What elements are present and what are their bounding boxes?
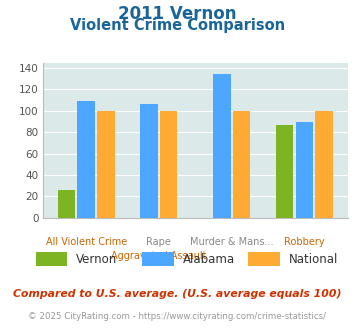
Bar	[160, 111, 178, 218]
Text: Robbery: Robbery	[284, 237, 324, 247]
Bar	[233, 111, 250, 218]
Text: 2011 Vernon: 2011 Vernon	[118, 5, 237, 23]
Text: Murder & Mans...: Murder & Mans...	[190, 237, 273, 247]
Bar	[296, 121, 313, 218]
Bar	[213, 75, 230, 218]
Text: Aggravated Assault: Aggravated Assault	[111, 251, 207, 261]
Bar	[97, 111, 115, 218]
Text: All Violent Crime: All Violent Crime	[45, 237, 127, 247]
Text: National: National	[289, 252, 339, 266]
Text: Compared to U.S. average. (U.S. average equals 100): Compared to U.S. average. (U.S. average …	[13, 289, 342, 299]
Bar	[140, 104, 158, 218]
Text: © 2025 CityRating.com - https://www.cityrating.com/crime-statistics/: © 2025 CityRating.com - https://www.city…	[28, 312, 327, 321]
Bar	[315, 111, 333, 218]
Text: Violent Crime Comparison: Violent Crime Comparison	[70, 18, 285, 33]
Text: Vernon: Vernon	[76, 252, 118, 266]
Text: Rape: Rape	[147, 237, 171, 247]
Bar	[276, 125, 293, 218]
Text: Alabama: Alabama	[183, 252, 235, 266]
Bar	[58, 190, 75, 218]
Bar	[77, 101, 95, 218]
